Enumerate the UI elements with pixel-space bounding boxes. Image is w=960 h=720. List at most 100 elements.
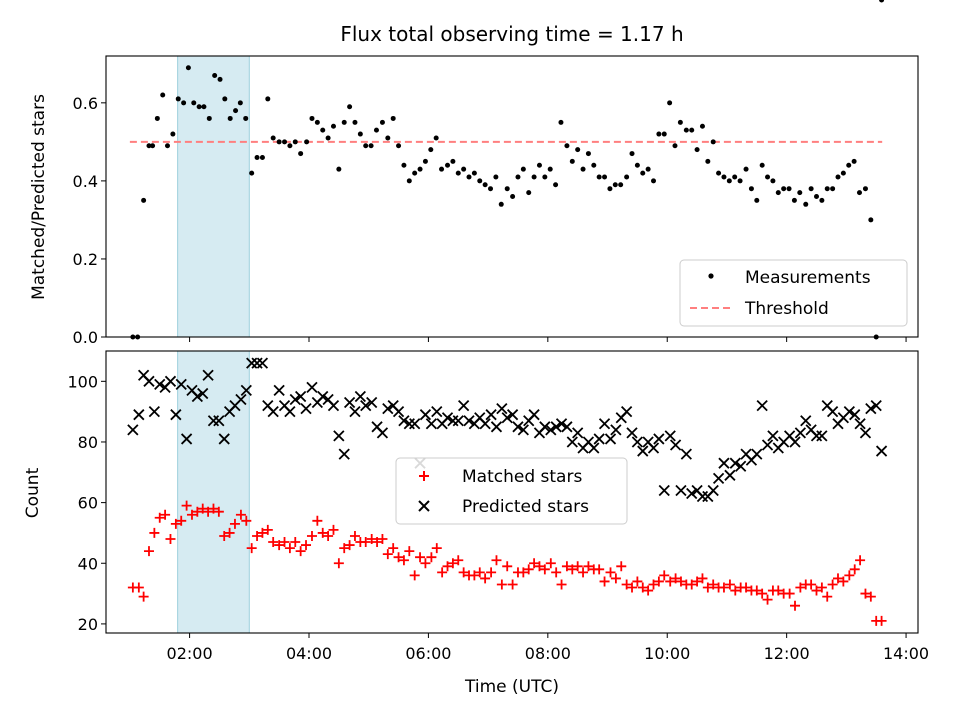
- predicted-star-point: [528, 409, 540, 421]
- matched-star-point: [241, 515, 252, 526]
- matched-star-point: [235, 509, 246, 520]
- matched-star-point: [154, 512, 165, 523]
- predicted-star-point: [561, 421, 573, 433]
- predicted-star-point: [555, 418, 568, 430]
- measurement-point: [791, 197, 797, 203]
- predicted-star-point: [235, 393, 247, 406]
- measurement-point: [846, 162, 852, 168]
- measurement-point: [775, 190, 781, 196]
- measurement-point: [222, 96, 228, 102]
- measurement-point: [835, 174, 841, 180]
- matched-star-point: [876, 615, 887, 626]
- predicted-star-point: [382, 402, 394, 415]
- matched-star-point: [496, 579, 507, 590]
- measurement-point: [154, 115, 160, 121]
- measurement-point: [743, 166, 749, 172]
- predicted-star-point: [550, 421, 562, 433]
- matched-star-point: [208, 503, 219, 514]
- predicted-star-point: [496, 402, 508, 415]
- measurement-point: [498, 201, 504, 207]
- measurement-point: [759, 162, 765, 168]
- measurement-point: [347, 104, 353, 110]
- measurement-point: [840, 170, 846, 176]
- measurement-point: [488, 186, 494, 192]
- predicted-star-point: [631, 436, 644, 448]
- matched-star-point: [415, 552, 426, 563]
- measurement-point: [385, 135, 391, 141]
- predicted-star-point: [425, 418, 438, 430]
- matched-star-point: [643, 585, 654, 596]
- matched-star-point: [192, 506, 203, 517]
- predicted-star-point: [170, 409, 182, 421]
- matched-star-point: [268, 537, 279, 548]
- bottom-y-tick-label: 40: [78, 554, 98, 573]
- matched-star-point: [306, 530, 317, 541]
- measurement-point: [150, 143, 156, 149]
- predicted-star-point: [501, 412, 513, 424]
- matched-star-point: [637, 582, 648, 593]
- measurement-point: [276, 139, 282, 145]
- top-legend-box: [679, 259, 908, 327]
- measurement-point: [336, 166, 342, 172]
- legend-predicted-label: Predicted stars: [462, 497, 589, 517]
- predicted-star-point: [588, 442, 600, 454]
- measurement-point: [309, 115, 315, 121]
- measurement-point: [237, 100, 243, 106]
- predicted-star-point: [675, 484, 687, 497]
- predicted-star-point: [148, 406, 160, 418]
- predicted-star-point: [854, 418, 866, 430]
- predicted-star-point: [267, 406, 279, 418]
- measurement-point: [160, 92, 166, 98]
- legend-measurements-label: Measurements: [745, 268, 871, 288]
- measurement-point: [212, 73, 218, 79]
- matched-star-point: [816, 582, 827, 593]
- measurement-point: [732, 174, 738, 180]
- matched-star-point: [312, 515, 323, 526]
- measurement-point: [325, 135, 331, 141]
- matched-star-point: [181, 500, 192, 511]
- measurement-point: [536, 162, 542, 168]
- measurement-point: [510, 194, 516, 199]
- measurement-point: [254, 154, 260, 160]
- matched-star-point: [865, 591, 876, 602]
- measurement-point: [401, 162, 407, 168]
- predicted-star-point: [479, 418, 491, 430]
- legend-predicted-marker: [418, 500, 430, 512]
- matched-star-point: [741, 582, 752, 593]
- measurement-point: [373, 127, 379, 133]
- matched-star-point: [855, 555, 866, 566]
- matched-star-point: [203, 506, 214, 517]
- matched-star-point: [832, 573, 843, 584]
- measurement-point: [504, 186, 510, 192]
- predicted-star-point: [349, 406, 361, 418]
- matched-star-point: [382, 549, 393, 560]
- predicted-star-point: [506, 409, 519, 421]
- matched-star-point: [323, 530, 334, 541]
- predicted-star-point: [398, 415, 410, 427]
- predicted-star-point: [620, 406, 633, 418]
- predicted-star-point: [751, 448, 763, 460]
- measurement-point: [672, 143, 678, 149]
- matched-star-point: [442, 561, 453, 572]
- measurement-point: [596, 174, 602, 180]
- measurement-point: [341, 119, 347, 125]
- measurement-point: [694, 147, 700, 153]
- legend-matched-marker: [419, 471, 429, 481]
- predicted-star-point: [712, 472, 725, 484]
- measurement-point: [352, 119, 358, 125]
- matched-star-point: [822, 591, 833, 602]
- matched-star-point: [518, 567, 529, 578]
- measurement-point: [710, 139, 716, 145]
- x-tick-label: 10:00: [644, 644, 690, 663]
- bottom-y-ticks: 20 40 60 80 100: [67, 372, 106, 634]
- measurement-point: [645, 166, 651, 172]
- measurement-point: [531, 174, 537, 180]
- measurement-point: [141, 197, 147, 203]
- measurement-point: [406, 178, 412, 184]
- predicted-star-point: [458, 399, 470, 412]
- predicted-star-point: [637, 445, 649, 457]
- predicted-star-point: [875, 445, 888, 457]
- measurement-point: [206, 115, 212, 121]
- measurement-point: [314, 119, 320, 125]
- matched-star-point: [301, 540, 312, 551]
